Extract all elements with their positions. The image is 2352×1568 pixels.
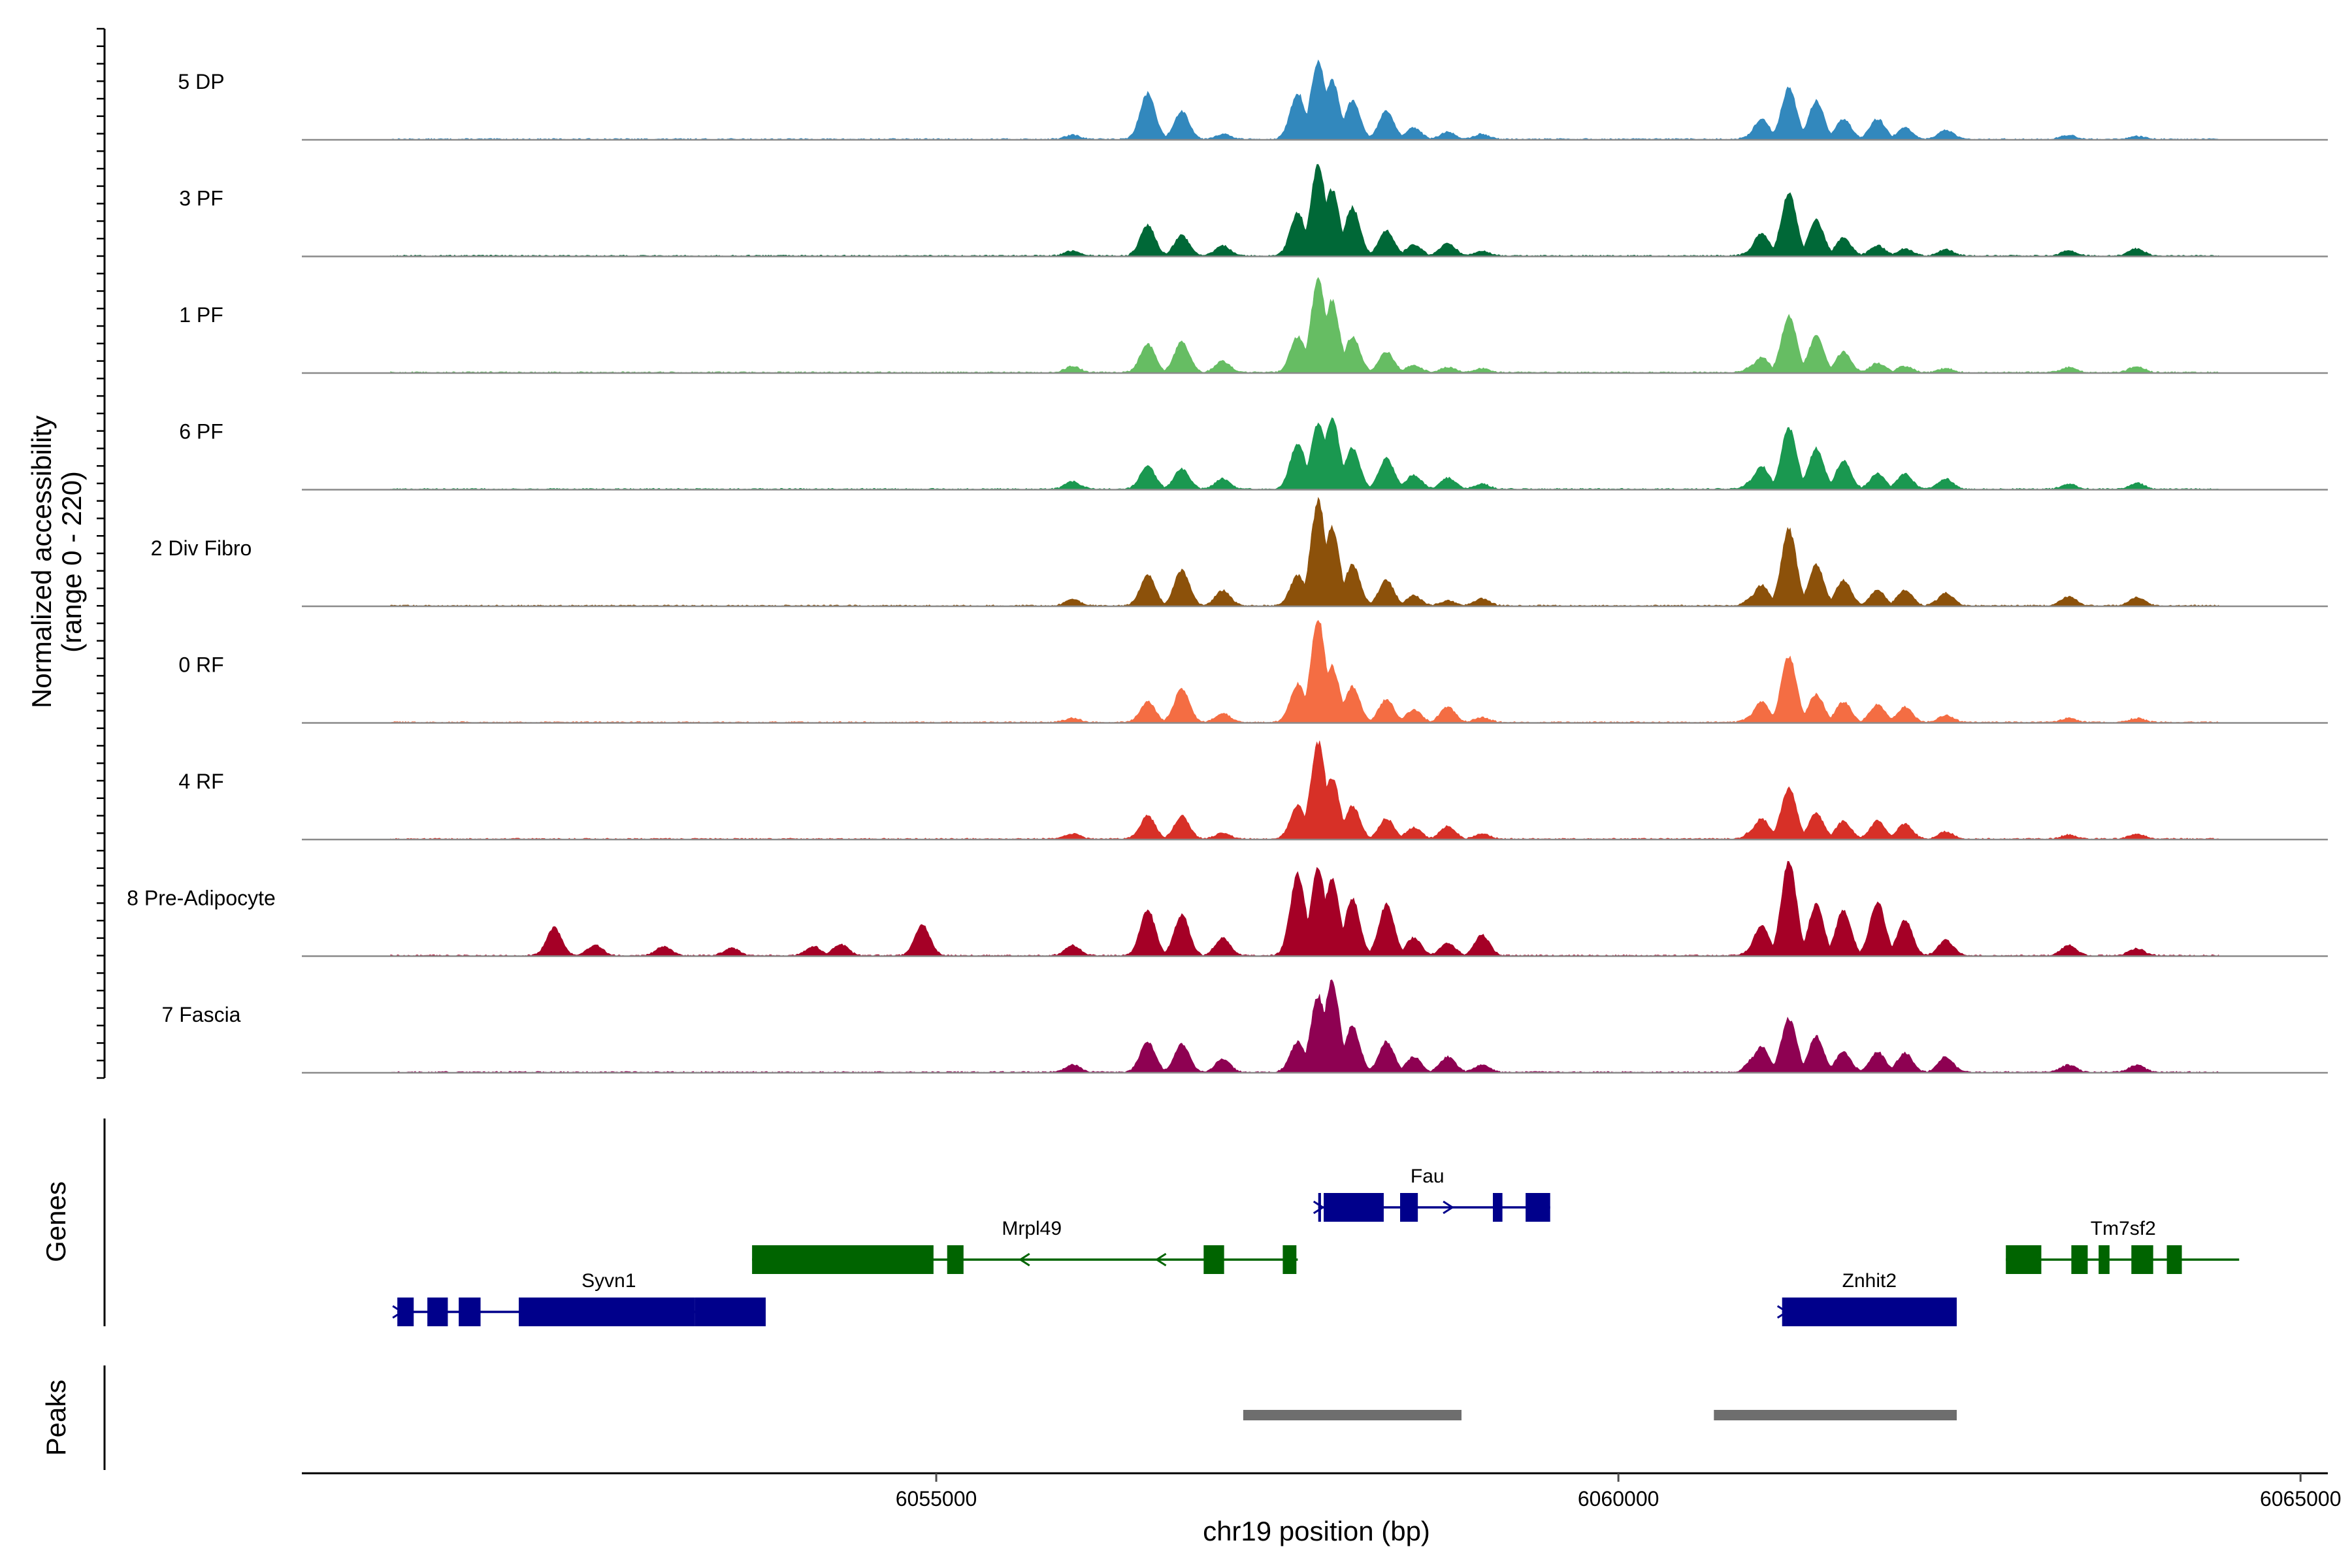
track-2-div-fibro: 2 Div Fibro (151, 497, 2328, 608)
track-5-dp: 5 DP (178, 59, 2328, 141)
coverage-area (390, 417, 2219, 490)
strand-arrow (521, 1305, 534, 1319)
gene-exon (1203, 1245, 1224, 1274)
x-tick-label: 6060000 (1578, 1487, 1659, 1511)
strand-arrow (1154, 1252, 1167, 1267)
track-label: 1 PF (179, 303, 223, 327)
gene-exon (2099, 1245, 2110, 1274)
coverage-area (390, 276, 2219, 374)
strand-arrow (1313, 1200, 1325, 1215)
gene-exon (2166, 1245, 2182, 1274)
gene-exon (752, 1245, 934, 1274)
track-label: 8 Pre-Adipocyte (127, 887, 276, 910)
gene-fau: Fau (1313, 1166, 1550, 1222)
peak-region-track (1243, 1410, 1957, 1420)
track-8-pre-adipocyte: 8 Pre-Adipocyte (127, 860, 2328, 957)
gene-annotation-track: Syvn1 Mrpl49 Fau Znhit2 Tm7sf2 (392, 1166, 2240, 1326)
gene-exon (2071, 1245, 2088, 1274)
coverage-area (390, 979, 2219, 1073)
gene-exon (519, 1298, 695, 1326)
gene-exon (1526, 1193, 1550, 1222)
track-0-rf: 0 RF (178, 619, 2328, 724)
gene-exon (1282, 1245, 1297, 1274)
gene-label: Znhit2 (1842, 1270, 1897, 1292)
peaks-panel-label: Peaks (41, 1380, 71, 1456)
coverage-area (390, 59, 2219, 140)
track-label: 2 Div Fibro (151, 536, 252, 560)
x-axis-title: chr19 position (bp) (1203, 1516, 1430, 1546)
coverage-tracks: 5 DP 3 PF 1 PF 6 PF 2 Div Fibro 0 RF 4 RF 8 Pre… (127, 59, 2328, 1074)
track-label: 0 RF (178, 653, 223, 677)
track-label: 3 PF (179, 187, 223, 210)
gene-exon (1782, 1298, 1786, 1326)
x-axis: 6055000 6060000 6065000 (302, 1472, 2342, 1511)
track-label: 4 RF (178, 770, 223, 793)
coverage-area (390, 860, 2219, 956)
track-6-pf: 6 PF (179, 417, 2328, 491)
gene-exon (397, 1298, 414, 1326)
gene-label: Tm7sf2 (2091, 1218, 2156, 1239)
strand-arrow (1776, 1305, 1789, 1319)
gene-exon (459, 1298, 481, 1326)
x-tick-label: 6065000 (2260, 1487, 2342, 1511)
coverage-area (390, 164, 2219, 257)
strand-arrow (1443, 1200, 1454, 1215)
track-label: 7 Fascia (162, 1003, 241, 1026)
gene-exon (1400, 1193, 1418, 1222)
gene-exon (1493, 1193, 1503, 1222)
gene-exon (2006, 1245, 2042, 1274)
track-7-fascia: 7 Fascia (162, 979, 2328, 1074)
track-4-rf: 4 RF (178, 740, 2328, 841)
y-axis-title-line2: (range 0 - 220) (56, 471, 87, 653)
coverage-area (390, 740, 2219, 840)
track-3-pf: 3 PF (179, 164, 2328, 257)
gene-exon (1318, 1193, 1321, 1222)
coverage-area (390, 619, 2219, 723)
gene-znhit2: Znhit2 (1776, 1270, 1957, 1326)
gene-exon (2131, 1245, 2153, 1274)
left-axis-lines (97, 27, 106, 1470)
track-1-pf: 1 PF (179, 276, 2328, 374)
gene-label: Syvn1 (581, 1270, 636, 1292)
y-axis-title-line1: Normalized accessibility (26, 416, 57, 708)
track-label: 5 DP (178, 70, 224, 93)
strand-arrow (392, 1305, 404, 1319)
gene-exon (694, 1298, 766, 1326)
strand-arrow (1018, 1252, 1030, 1267)
gene-exon (1324, 1193, 1384, 1222)
peak-region-bar (1714, 1410, 1957, 1420)
gene-tm7sf2: Tm7sf2 (2006, 1218, 2240, 1274)
gene-label: Mrpl49 (1002, 1218, 1062, 1239)
gene-exon (427, 1298, 448, 1326)
coverage-area (390, 497, 2219, 607)
gene-exon (1786, 1298, 1957, 1326)
gene-label: Fau (1411, 1166, 1445, 1187)
gene-syvn1: Syvn1 (392, 1270, 766, 1326)
x-tick-label: 6055000 (896, 1487, 977, 1511)
gene-exon (947, 1245, 964, 1274)
gene-mrpl49: Mrpl49 (752, 1218, 1298, 1274)
peak-region-bar (1243, 1410, 1462, 1420)
track-label: 6 PF (179, 420, 223, 444)
y-axis-title: Normalized accessibility (range 0 - 220) (26, 416, 87, 708)
genes-panel-label: Genes (41, 1181, 71, 1262)
